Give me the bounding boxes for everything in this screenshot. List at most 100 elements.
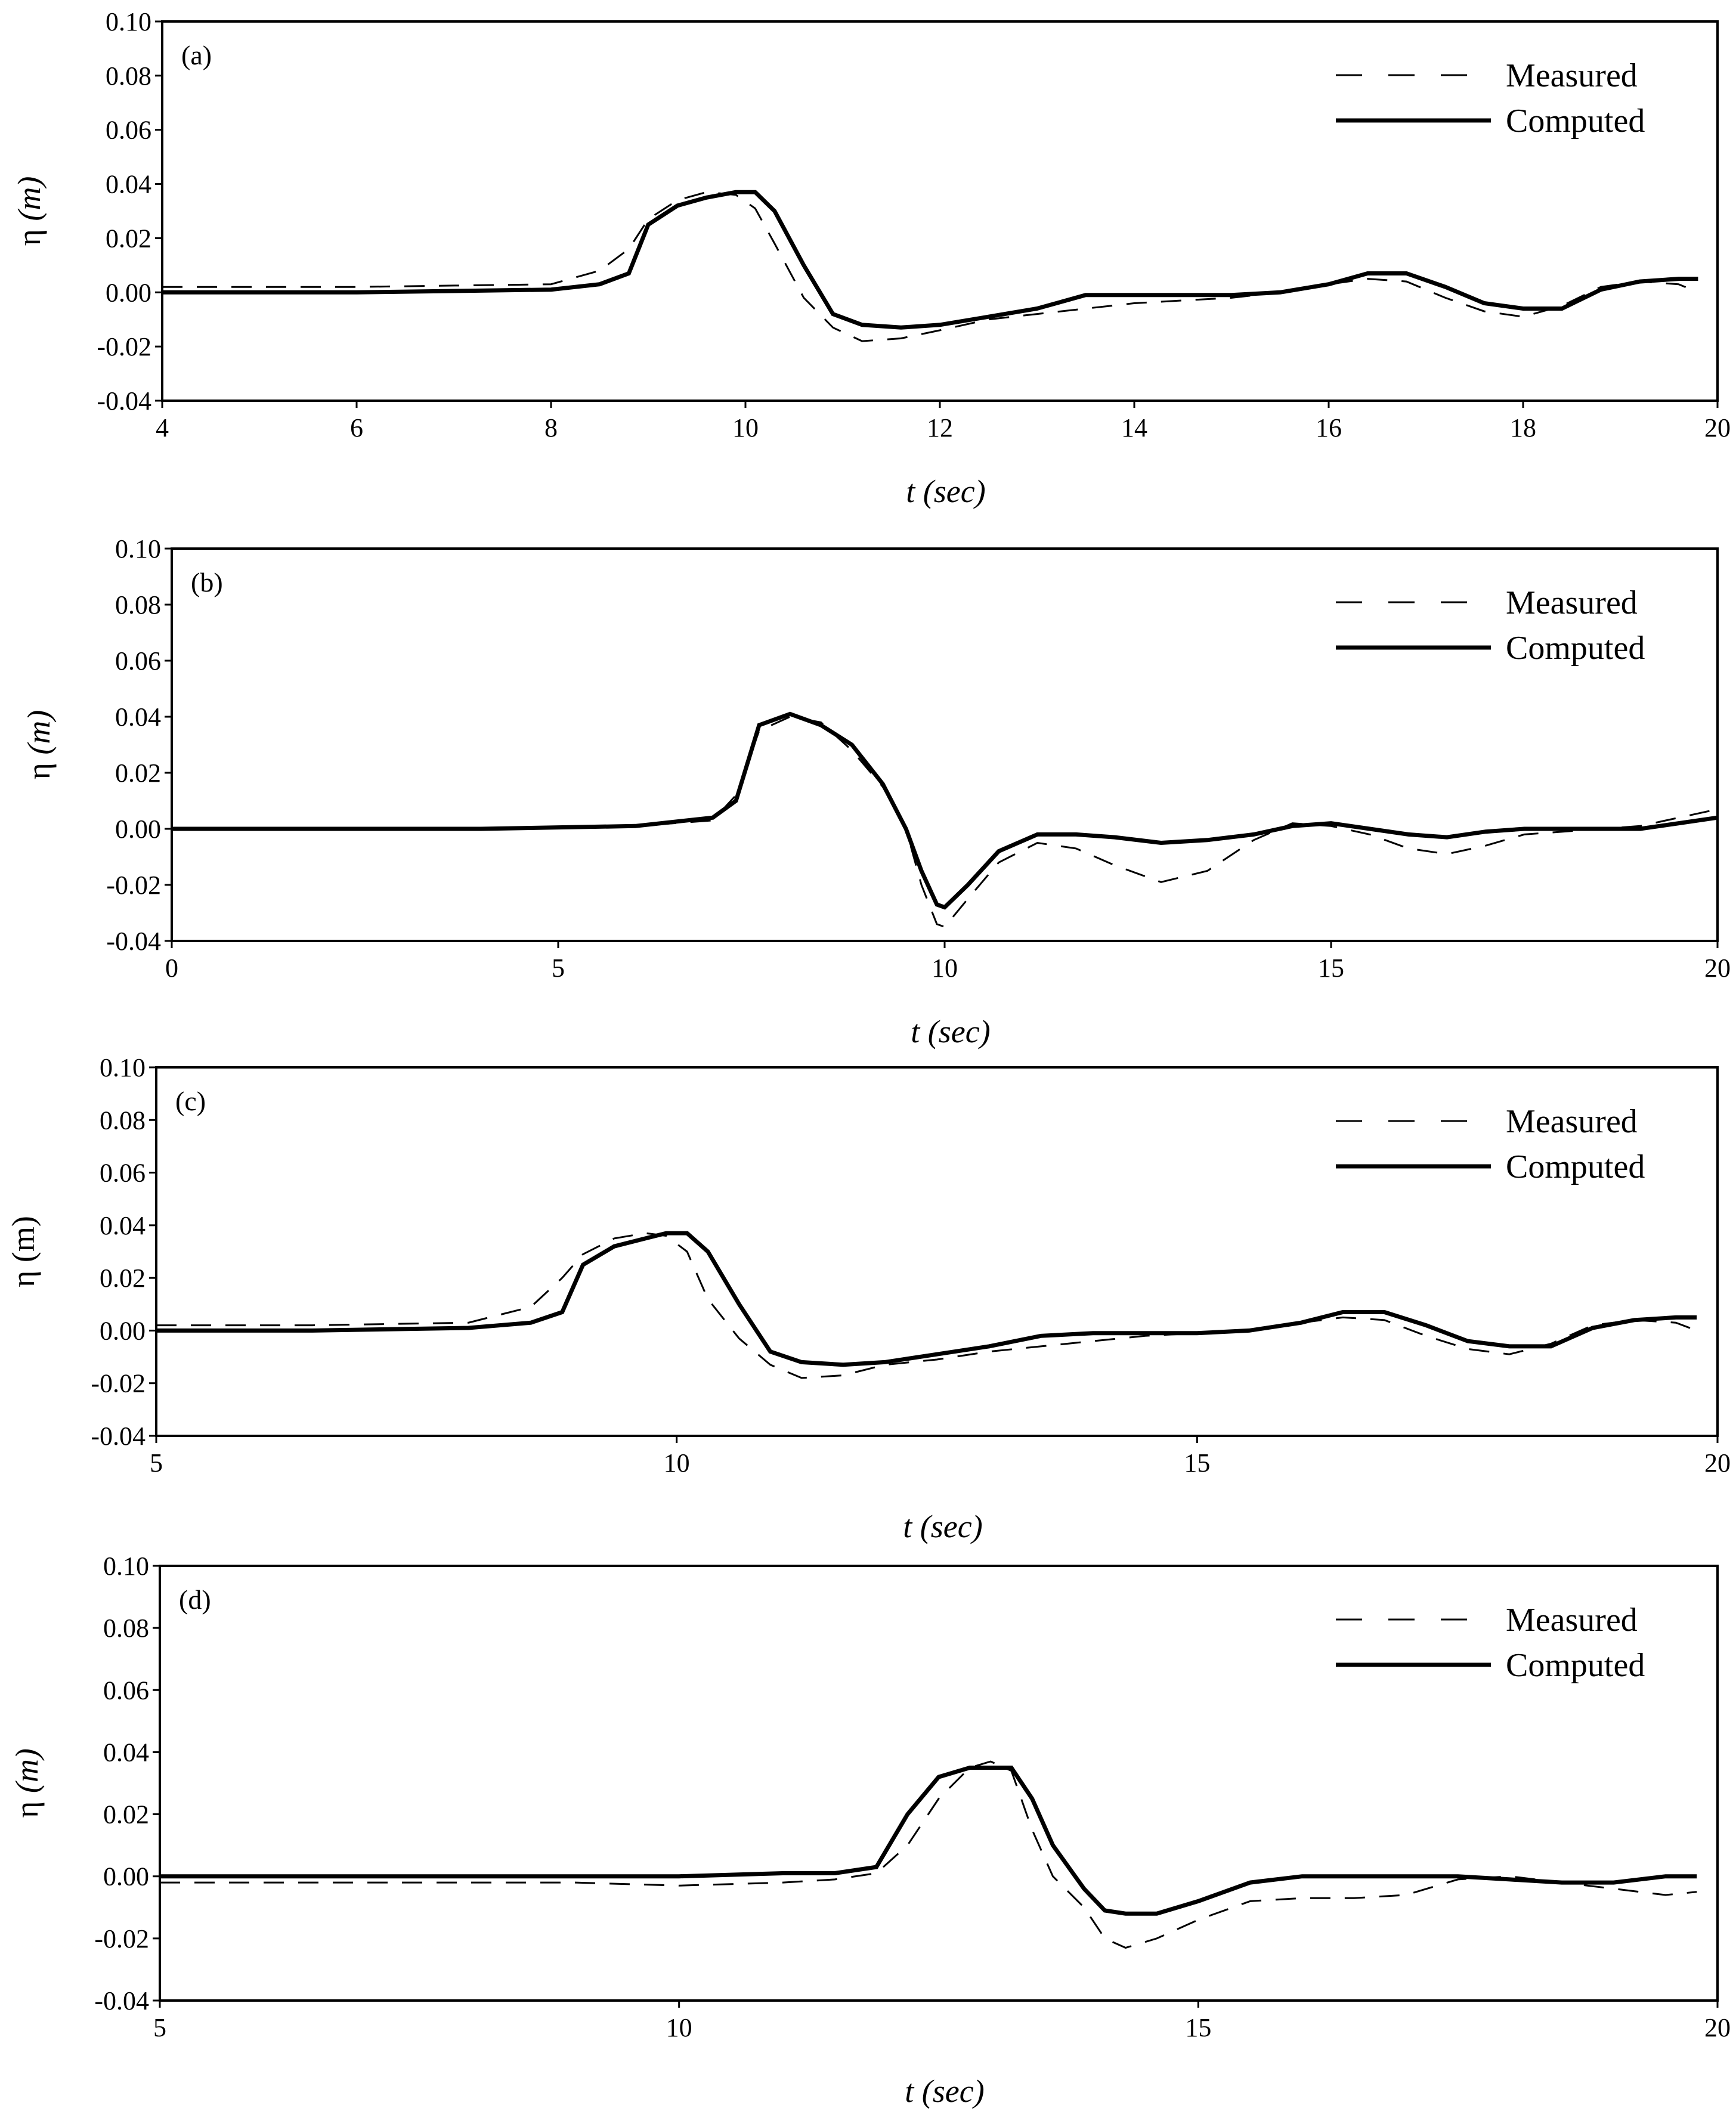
y-tick-label: 0.04	[103, 1738, 149, 1767]
x-tick-label: 8	[544, 413, 558, 442]
y-axis-title: η (m)	[9, 1748, 45, 1818]
y-tick-label: 0.04	[106, 170, 151, 199]
y-tick-label: -0.04	[97, 386, 151, 416]
legend-label-measured: Measured	[1506, 584, 1638, 621]
y-tick-label: -0.02	[106, 871, 161, 900]
y-tick-label: 0.06	[100, 1159, 146, 1188]
panel-a: 0.10 0.08 0.06 0.04 0.02 0.00 -0.02 -0.044 6 8 10 1…	[11, 7, 1731, 509]
series-line-measured	[160, 1760, 1697, 1949]
y-axis-symbol: η	[9, 1801, 45, 1818]
y-tick-label: -0.02	[91, 1369, 146, 1398]
y-tick-label: -0.04	[91, 1422, 146, 1451]
x-tick-label: 15	[1318, 953, 1344, 983]
plot-frame	[155, 1066, 1719, 1437]
y-tick-label: 0.02	[103, 1800, 149, 1829]
legend-label-computed: Computed	[1506, 630, 1645, 667]
y-axis-gap	[11, 221, 47, 230]
y-tick-label: 0.02	[100, 1264, 146, 1293]
y-tick-label: 0.08	[103, 1614, 149, 1643]
legend-label-measured: Measured	[1506, 1602, 1638, 1639]
panel-label: (c)	[175, 1086, 206, 1116]
x-tick-label: 16	[1316, 413, 1342, 442]
y-axis-title: η (m)	[5, 1216, 41, 1287]
series-line-measured	[162, 191, 1698, 342]
y-tick-label: 0.10	[100, 1053, 146, 1082]
x-tick-label: 20	[1704, 953, 1731, 983]
x-tick-label: 5	[153, 2013, 166, 2042]
y-tick-label: 0.10	[106, 7, 151, 36]
x-tick-label: 18	[1510, 413, 1536, 442]
y-axis-gap	[21, 755, 57, 763]
x-tick-label: 14	[1121, 413, 1147, 442]
x-tick-label: 20	[1704, 413, 1731, 442]
series-line-computed	[172, 711, 1718, 910]
x-tick-label: 5	[552, 953, 565, 983]
series-line-computed	[156, 1231, 1697, 1367]
y-tick-label: 0.08	[106, 61, 151, 91]
y-tick-label: 0.06	[103, 1676, 149, 1705]
y-tick-label: 0.04	[115, 702, 161, 732]
series-line-measured	[156, 1232, 1697, 1379]
x-tick-label: 20	[1704, 1448, 1731, 1478]
x-tick-label: 5	[150, 1448, 163, 1478]
x-tick-label: 4	[156, 413, 169, 442]
y-axis-unit: (m)	[5, 1216, 41, 1262]
y-tick-label: -0.02	[94, 1924, 149, 1953]
x-tick-label: 12	[927, 413, 953, 442]
x-tick-label: 15	[1184, 1448, 1210, 1478]
legend-label-computed: Computed	[1506, 1647, 1645, 1684]
y-tick-label: 0.00	[106, 278, 151, 307]
y-tick-label: -0.02	[97, 332, 151, 361]
panel-c: 0.10 0.08 0.06 0.04 0.02 0.00 -0.02 -0.045 10 15 2…	[5, 1053, 1731, 1544]
y-tick-label: 0.02	[115, 758, 161, 788]
y-axis-unit: (m)	[11, 176, 47, 221]
plot-frame	[161, 20, 1719, 402]
y-tick-label: 0.06	[115, 646, 161, 676]
y-axis-gap	[9, 1793, 45, 1801]
x-axis-title: t (sec)	[903, 1509, 982, 1544]
x-axis-title: t (sec)	[906, 473, 985, 509]
x-axis-title: t (sec)	[905, 2073, 984, 2109]
x-tick-label: 15	[1185, 2013, 1211, 2042]
plot-frame	[171, 547, 1719, 942]
x-tick-label: 20	[1704, 2013, 1731, 2042]
panel-label: (d)	[179, 1584, 211, 1615]
x-tick-label: 0	[165, 953, 178, 983]
y-axis-symbol: η	[11, 229, 47, 246]
y-tick-label: 0.06	[106, 116, 151, 145]
y-tick-label: 0.08	[100, 1106, 146, 1135]
y-axis-symbol: η	[5, 1271, 41, 1287]
series-line-measured	[172, 716, 1718, 928]
y-axis-gap	[5, 1262, 41, 1271]
y-tick-label: 0.10	[103, 1552, 149, 1581]
y-axis-unit: (m)	[21, 710, 57, 755]
y-tick-label: -0.04	[106, 927, 161, 956]
plot-frame	[159, 1565, 1719, 2002]
legend-label-measured: Measured	[1506, 1103, 1638, 1140]
y-tick-label: -0.04	[94, 1986, 149, 2015]
y-axis-unit: (m)	[9, 1748, 45, 1793]
y-tick-label: 0.04	[100, 1211, 146, 1240]
y-tick-label: 0.08	[115, 590, 161, 620]
y-tick-label: 0.02	[106, 224, 151, 253]
x-tick-label: 10	[932, 953, 958, 983]
x-tick-label: 10	[664, 1448, 690, 1478]
y-axis-symbol: η	[21, 763, 57, 779]
legend-label-computed: Computed	[1506, 103, 1645, 140]
y-tick-label: 0.00	[100, 1316, 146, 1345]
y-axis-title: η (m)	[21, 710, 57, 780]
series-line-computed	[162, 190, 1698, 330]
y-tick-label: 0.00	[103, 1862, 149, 1891]
legend-label-computed: Computed	[1506, 1148, 1645, 1185]
y-tick-label: 0.10	[115, 534, 161, 563]
y-tick-label: 0.00	[115, 815, 161, 844]
panel-b: 0.10 0.08 0.06 0.04 0.02 0.00 -0.02 -0.040 5 10 15…	[21, 534, 1731, 1049]
x-tick-label: 10	[666, 2013, 692, 2042]
panel-label: (a)	[181, 40, 212, 70]
x-axis-title: t (sec)	[911, 1014, 990, 1049]
panel-d: 0.10 0.08 0.06 0.04 0.02 0.00 -0.02 -0.045 10 15 2…	[9, 1552, 1731, 2109]
y-axis-title: η (m)	[11, 176, 47, 246]
panel-label: (b)	[191, 567, 223, 597]
x-tick-label: 10	[732, 413, 759, 442]
